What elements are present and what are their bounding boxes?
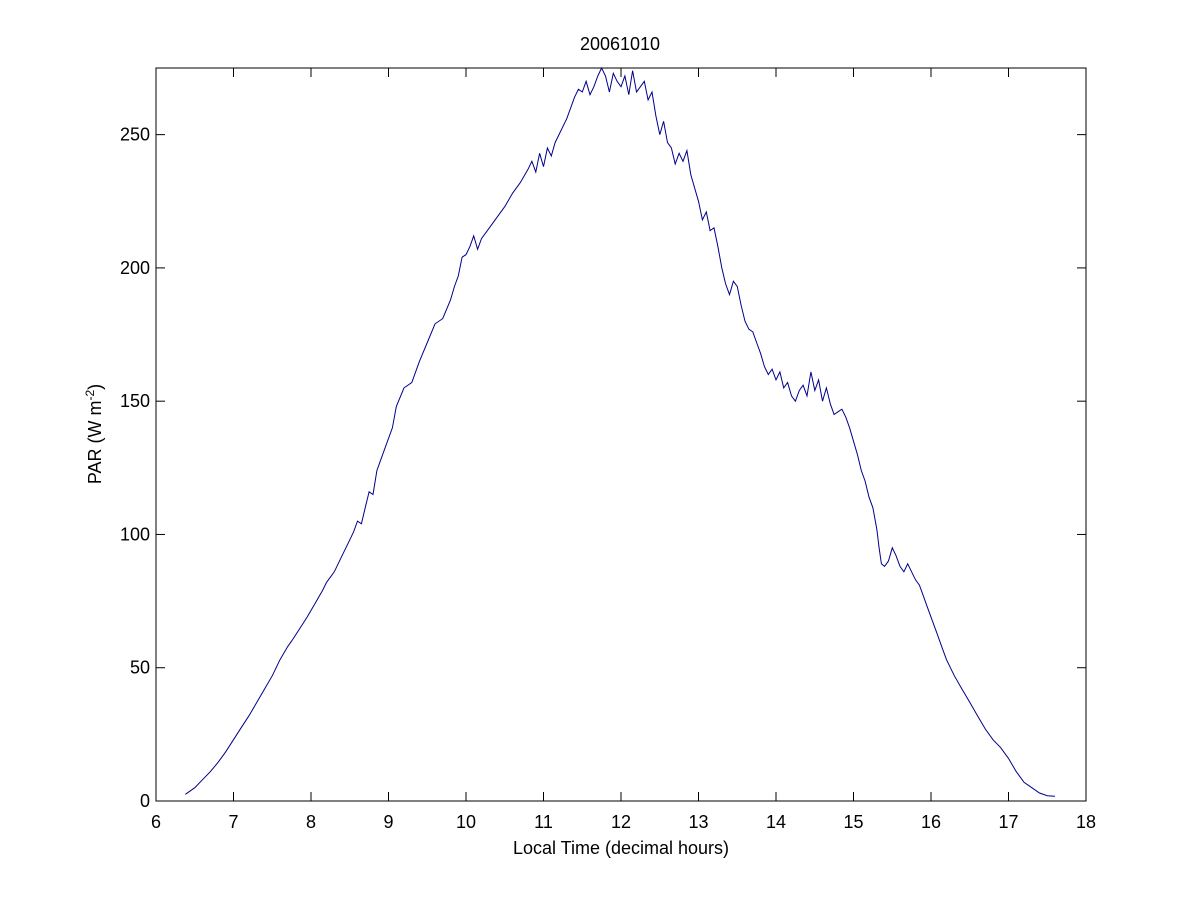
x-axis-label: Local Time (decimal hours) [513, 838, 729, 858]
x-tick-label: 17 [998, 812, 1018, 832]
plot-area: 6 7 8 9 10 11 12 13 14 15 16 17 18 0 50 100 150 200 250 [120, 66, 1096, 832]
x-tick-label: 18 [1076, 812, 1096, 832]
x-tick-label: 11 [534, 812, 553, 832]
x-axis-ticks: 6 7 8 9 10 11 12 13 14 15 16 17 18 [151, 68, 1096, 832]
x-tick-label: 6 [151, 812, 161, 832]
y-axis-ticks: 0 50 100 150 200 250 [120, 125, 1086, 811]
x-tick-label: 13 [688, 812, 708, 832]
y-axis-label: PAR (W m-2) [83, 384, 105, 484]
par-series-line [185, 66, 1056, 797]
x-tick-label: 9 [383, 812, 393, 832]
y-tick-label: 50 [130, 658, 150, 678]
x-tick-label: 14 [766, 812, 786, 832]
y-tick-label: 250 [120, 125, 150, 145]
x-tick-label: 16 [921, 812, 941, 832]
y-axis-label-end: ) [85, 384, 105, 390]
y-axis-label-main: PAR (W m [85, 401, 105, 485]
y-tick-label: 150 [120, 391, 150, 411]
y-tick-label: 200 [120, 258, 150, 278]
x-tick-label: 7 [228, 812, 238, 832]
chart-title: 20061010 [580, 34, 660, 54]
y-axis-label-superscript: -2 [83, 390, 97, 401]
axes-frame [155, 67, 1087, 802]
x-tick-label: 15 [843, 812, 863, 832]
x-tick-label: 8 [306, 812, 316, 832]
y-tick-label: 100 [120, 524, 150, 544]
y-tick-label: 0 [140, 791, 150, 811]
x-tick-label: 10 [456, 812, 476, 832]
x-tick-label: 12 [611, 812, 631, 832]
